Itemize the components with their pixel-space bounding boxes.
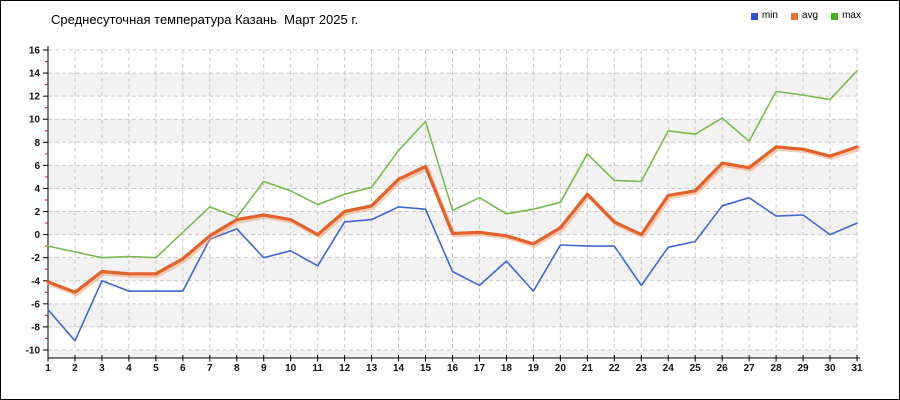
x-tick-label: 15 (420, 363, 432, 374)
x-tick-label: 31 (851, 363, 863, 374)
x-tick-label: 30 (824, 363, 836, 374)
x-tick-label: 7 (207, 363, 213, 374)
legend-label: min (761, 10, 778, 21)
x-tick-label: 6 (180, 363, 186, 374)
y-tick-label: -4 (31, 276, 40, 287)
x-tick-label: 23 (636, 363, 648, 374)
y-tick-label: 10 (29, 115, 41, 126)
x-tick-label: 18 (501, 363, 513, 374)
chart-title: Среднесуточная температура Казань Март 2… (51, 12, 359, 27)
x-tick-label: 27 (744, 363, 756, 374)
y-tick-label: -2 (31, 253, 40, 264)
x-tick-label: 26 (717, 363, 729, 374)
y-tick-label: 16 (29, 46, 41, 57)
y-tick-label: 2 (34, 207, 40, 218)
series-min-line (47, 196, 858, 342)
plot-band (48, 350, 857, 358)
x-tick-label: 20 (555, 363, 567, 374)
x-tick-label: 5 (153, 363, 159, 374)
x-tick-label: 16 (447, 363, 459, 374)
x-tick-label: 4 (126, 363, 132, 374)
x-tick-label: 21 (582, 363, 594, 374)
legend-item-avg: avg (790, 10, 819, 21)
x-tick-label: 1 (45, 363, 51, 374)
legend-label: avg (801, 10, 819, 21)
y-tick-label: 0 (34, 230, 40, 241)
legend-item-max: max (831, 11, 861, 21)
legend-item-min: min (750, 10, 778, 21)
series-avg-line (46, 145, 859, 294)
x-tick-label: 24 (663, 363, 675, 374)
x-tick-label: 29 (798, 363, 810, 374)
x-tick-label: 2 (72, 363, 78, 374)
legend-label: max (842, 10, 861, 21)
x-tick-label: 14 (393, 363, 405, 374)
plot-band (48, 73, 857, 97)
y-tick-label: 6 (34, 161, 40, 172)
x-tick-label: 8 (234, 363, 240, 374)
legend-swatch-max (831, 12, 839, 20)
x-tick-label: 19 (528, 363, 540, 374)
y-tick-label: 14 (29, 69, 41, 80)
x-tick-label: 12 (339, 363, 351, 374)
x-tick-label: 13 (366, 363, 378, 374)
x-tick-label: 10 (285, 363, 297, 374)
y-tick-label: -8 (31, 322, 40, 333)
x-tick-label: 11 (312, 363, 323, 374)
x-tick-label: 25 (690, 363, 702, 374)
legend-swatch-avg (790, 12, 798, 20)
y-tick-label: 4 (34, 184, 40, 195)
x-tick-label: 28 (771, 363, 783, 374)
plot-band (48, 303, 857, 327)
chart-legend: min avg max (750, 10, 861, 21)
x-tick-label: 17 (474, 363, 486, 374)
x-tick-label: 9 (261, 363, 267, 374)
legend-swatch-min (750, 12, 758, 20)
y-tick-label: 12 (29, 92, 41, 103)
x-tick-label: 3 (99, 363, 105, 374)
y-tick-label: -10 (26, 345, 41, 356)
y-tick-label: -6 (31, 299, 40, 310)
series-max-line (47, 70, 858, 259)
x-tick-label: 22 (609, 363, 621, 374)
y-tick-label: 8 (34, 138, 40, 149)
